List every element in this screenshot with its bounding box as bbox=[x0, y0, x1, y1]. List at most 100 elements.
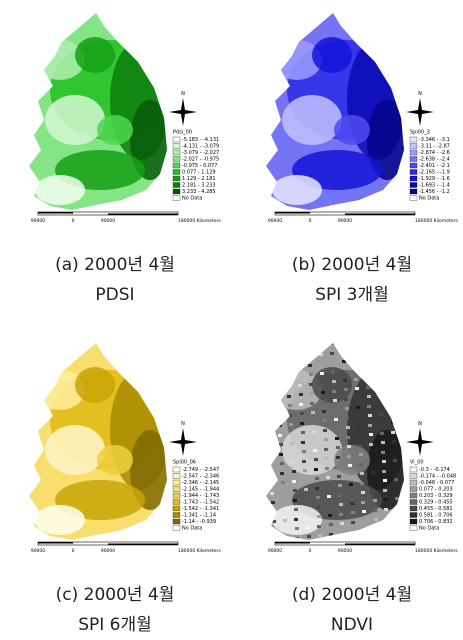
legend-swatch bbox=[410, 183, 417, 188]
map-pixel bbox=[398, 344, 402, 347]
caption: (c) 2000년 4월 bbox=[56, 585, 175, 605]
scale-label: 90000 bbox=[268, 218, 282, 224]
map-pixel bbox=[273, 349, 277, 352]
north-arrow: N bbox=[169, 421, 197, 456]
legend-swatch bbox=[173, 183, 180, 188]
map-pixel bbox=[386, 536, 390, 539]
legend-swatch bbox=[173, 144, 180, 149]
map-pixel bbox=[383, 479, 387, 482]
map-pixel bbox=[280, 472, 284, 475]
legend-label: 1.129 - 2.181 bbox=[182, 176, 216, 182]
legend-label: -1.944 - -1.743 bbox=[182, 493, 219, 499]
legend-label: -2.027 - -0.975 bbox=[182, 157, 219, 163]
map-pixel bbox=[320, 372, 324, 375]
map-pixel bbox=[330, 352, 334, 355]
map-pixel bbox=[384, 508, 388, 511]
map-pixel bbox=[331, 371, 335, 374]
scale-label: 90000 bbox=[338, 548, 352, 554]
map-pixel bbox=[292, 470, 296, 473]
map-pixel bbox=[322, 410, 326, 413]
legend-swatch bbox=[410, 137, 417, 142]
map-pixel bbox=[391, 431, 395, 434]
map-pixel bbox=[345, 407, 349, 410]
legend-label: -1.743 - -1.542 bbox=[182, 500, 219, 506]
map-pixel bbox=[274, 358, 278, 361]
legend-label: -0.048 - 0.077 bbox=[419, 480, 454, 486]
map-pixel bbox=[279, 453, 283, 456]
map-pixel bbox=[411, 381, 415, 384]
map-pixel bbox=[373, 509, 377, 512]
map-pixel bbox=[356, 406, 360, 409]
legend-label: -1.693 - -1.4 bbox=[419, 183, 450, 189]
map-panel: NSpi00_06-2.749 - -2.547-2.547 - -2.346-… bbox=[0, 330, 221, 554]
map-pixel bbox=[309, 383, 313, 386]
map-pixel bbox=[330, 342, 334, 345]
map-pixel bbox=[425, 427, 429, 430]
map-pixel bbox=[308, 364, 312, 367]
legend-swatch bbox=[410, 189, 417, 194]
legend-swatch bbox=[173, 526, 180, 531]
map-pixel bbox=[380, 432, 384, 435]
map-pixel bbox=[295, 537, 299, 540]
map-pixel bbox=[264, 378, 268, 381]
map-pixel bbox=[292, 480, 296, 483]
map-pixel bbox=[314, 458, 318, 461]
legend-swatch bbox=[410, 157, 417, 162]
map-pixel bbox=[354, 378, 358, 381]
map-pixel bbox=[360, 482, 364, 485]
map-pixel bbox=[420, 342, 424, 345]
caption: (b) 2000년 4월 bbox=[292, 255, 412, 275]
map-pixel bbox=[318, 534, 322, 537]
map-pixel bbox=[319, 353, 323, 356]
map-pixel bbox=[297, 365, 301, 368]
map-pixel bbox=[427, 455, 431, 458]
north-label: N bbox=[418, 421, 422, 427]
map-pixel bbox=[381, 451, 385, 454]
scale-label: 90000 bbox=[31, 548, 45, 554]
map-pixel bbox=[305, 507, 309, 510]
legend-label: 0.706 - 0.832 bbox=[419, 519, 453, 525]
map-pixel bbox=[405, 477, 409, 480]
map-pixel bbox=[400, 382, 404, 385]
map-pixel bbox=[333, 399, 337, 402]
map-pixel bbox=[295, 527, 299, 530]
figure: NPdsi_00-5.183 - -4.131-4.131 - -3.079-3… bbox=[0, 0, 463, 640]
legend-label: -5.183 - -4.131 bbox=[182, 137, 219, 143]
map-pixel bbox=[316, 496, 320, 499]
map-pixel bbox=[325, 467, 329, 470]
map-pixel bbox=[370, 452, 374, 455]
map-pixel bbox=[375, 537, 379, 540]
map-pixel bbox=[353, 349, 357, 352]
map-pixel bbox=[413, 409, 417, 412]
map-pixel bbox=[351, 521, 355, 524]
map-pixel bbox=[389, 393, 393, 396]
map-pixel bbox=[270, 492, 274, 495]
map-pixel bbox=[288, 414, 292, 417]
map-pixel bbox=[415, 447, 419, 450]
map-pixel bbox=[307, 345, 311, 348]
map-pixel bbox=[294, 518, 298, 521]
map-pixel bbox=[307, 535, 311, 538]
map-pixel bbox=[372, 490, 376, 493]
map-pixel bbox=[374, 528, 378, 531]
map-pixel bbox=[286, 376, 290, 379]
map-pixel bbox=[288, 404, 292, 407]
map-pixel bbox=[278, 424, 282, 427]
map-pixel bbox=[366, 386, 370, 389]
map-pixel bbox=[275, 377, 279, 380]
legend-label: -2.165 - -1.9 bbox=[419, 170, 450, 176]
legend-label: No Data bbox=[419, 196, 439, 202]
map-pixel bbox=[336, 456, 340, 459]
legend-swatch bbox=[173, 170, 180, 175]
legend-swatch bbox=[410, 519, 417, 524]
map-pixel bbox=[382, 470, 386, 473]
north-arrow-shape bbox=[169, 428, 197, 456]
map-pixel bbox=[293, 489, 297, 492]
legend-swatch bbox=[410, 506, 417, 511]
legend-swatch bbox=[173, 150, 180, 155]
map-pixel bbox=[410, 362, 414, 365]
legend-swatch bbox=[410, 176, 417, 181]
map-pixel bbox=[405, 467, 409, 470]
map bbox=[0, 0, 200, 220]
map-pixel bbox=[359, 463, 363, 466]
